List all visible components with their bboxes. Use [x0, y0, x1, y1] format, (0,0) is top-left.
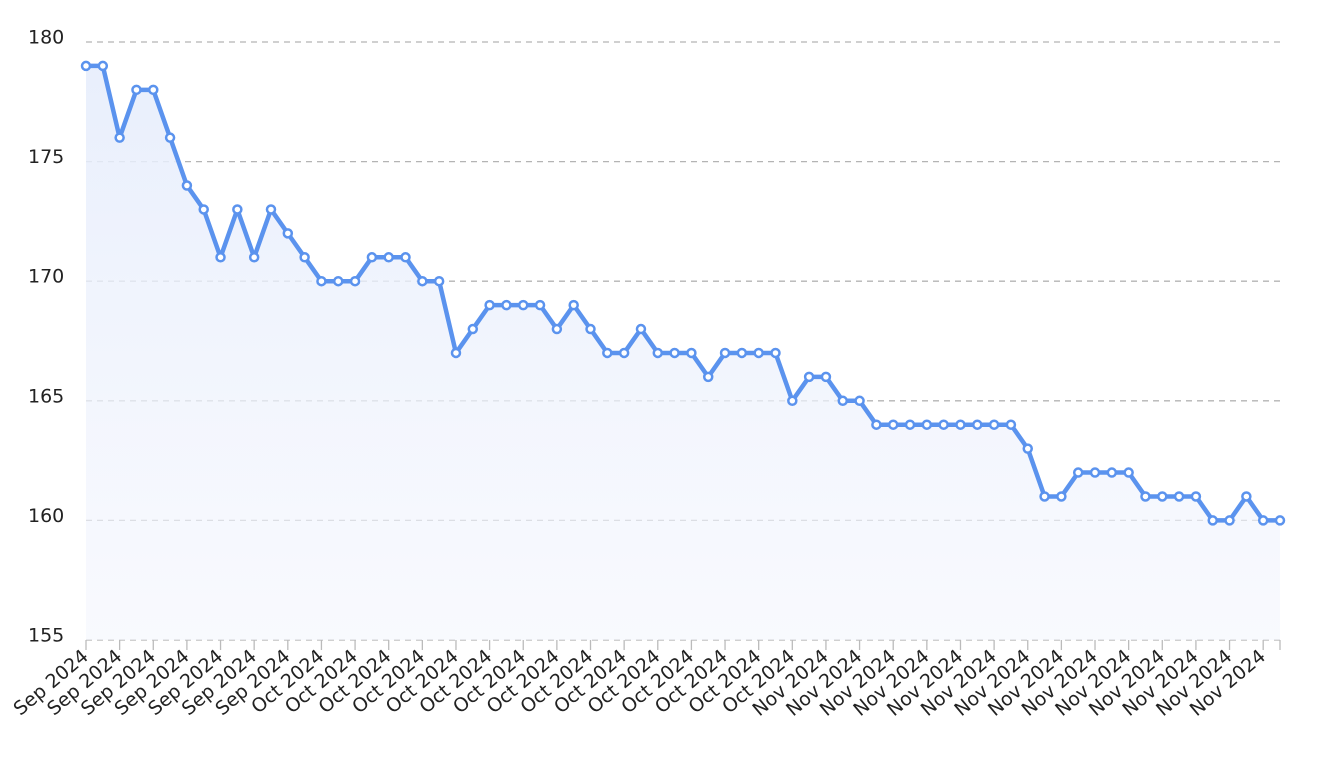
point — [148, 84, 159, 96]
point — [635, 323, 647, 335]
point — [938, 419, 949, 430]
point — [568, 299, 579, 311]
point — [1106, 467, 1118, 478]
point — [265, 204, 277, 215]
point — [299, 252, 310, 263]
point — [333, 275, 344, 287]
point — [198, 204, 209, 215]
point — [1190, 491, 1202, 502]
point — [1241, 491, 1252, 502]
point — [972, 419, 983, 430]
point — [450, 347, 462, 359]
point — [349, 275, 361, 287]
point — [1039, 491, 1050, 502]
point — [652, 347, 664, 359]
point — [417, 275, 428, 287]
point — [618, 347, 630, 359]
point — [1022, 443, 1033, 454]
point — [551, 323, 563, 335]
point — [669, 347, 680, 359]
point — [400, 252, 411, 263]
point — [1056, 491, 1067, 502]
point — [383, 252, 394, 263]
y-tick-label: 170 — [28, 266, 64, 288]
point — [988, 419, 1000, 430]
point — [215, 252, 226, 263]
point — [1072, 467, 1084, 478]
y-tick-label: 160 — [28, 505, 64, 527]
point — [719, 347, 731, 359]
point — [282, 228, 294, 239]
point — [787, 395, 798, 407]
point — [484, 299, 495, 311]
y-tick-label: 155 — [28, 625, 64, 647]
point — [1140, 491, 1151, 502]
point — [753, 347, 764, 359]
point — [702, 371, 714, 383]
y-tick-label: 180 — [28, 27, 64, 49]
point — [1123, 467, 1134, 478]
point — [1089, 467, 1101, 478]
point — [1274, 515, 1286, 526]
y-tick-label: 165 — [28, 385, 64, 407]
point — [366, 252, 378, 263]
point — [1173, 491, 1185, 502]
point — [97, 60, 109, 72]
point — [1005, 419, 1017, 430]
point — [1207, 515, 1218, 526]
point — [467, 323, 479, 335]
point — [770, 347, 781, 359]
point — [433, 275, 445, 287]
point — [854, 395, 865, 407]
point — [585, 323, 596, 335]
point — [164, 132, 176, 143]
point — [517, 299, 529, 311]
point — [1257, 515, 1269, 526]
point — [904, 419, 916, 430]
point — [232, 204, 243, 215]
point — [921, 419, 933, 430]
point — [820, 371, 832, 383]
point — [248, 252, 260, 263]
point — [80, 60, 92, 72]
point — [501, 299, 512, 311]
point — [534, 299, 546, 311]
point — [1157, 491, 1168, 502]
point — [1224, 515, 1235, 526]
point — [131, 84, 142, 96]
point — [736, 347, 748, 359]
point — [316, 275, 327, 287]
point — [181, 180, 193, 191]
y-tick-label: 175 — [28, 146, 64, 168]
point — [602, 347, 613, 359]
point — [114, 132, 125, 143]
point — [871, 419, 882, 430]
point — [955, 419, 966, 430]
point — [837, 395, 849, 407]
point — [887, 419, 899, 430]
point — [803, 371, 815, 383]
point — [686, 347, 697, 359]
